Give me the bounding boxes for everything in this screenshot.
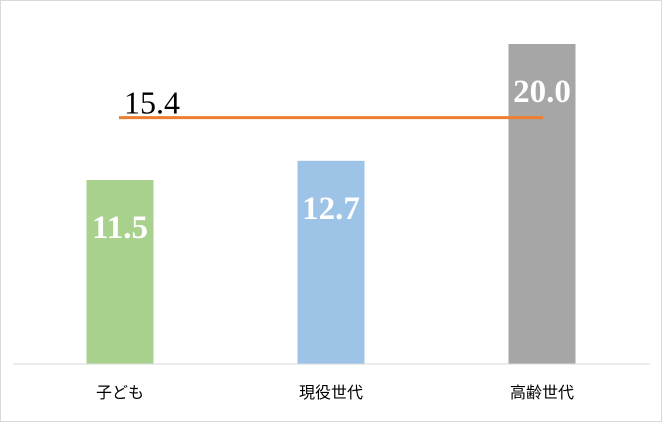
- bar: [86, 180, 154, 364]
- category-label: 現役世代: [299, 383, 363, 402]
- bar-value-label: 12.7: [302, 191, 360, 227]
- category-label: 子ども: [96, 383, 144, 402]
- bar: [508, 44, 576, 364]
- average-value-label: 15.4: [124, 85, 180, 121]
- bar-value-label: 20.0: [513, 74, 571, 110]
- bar-value-label: 11.5: [92, 210, 148, 246]
- category-label: 高齢世代: [510, 383, 574, 402]
- bar: [297, 160, 365, 364]
